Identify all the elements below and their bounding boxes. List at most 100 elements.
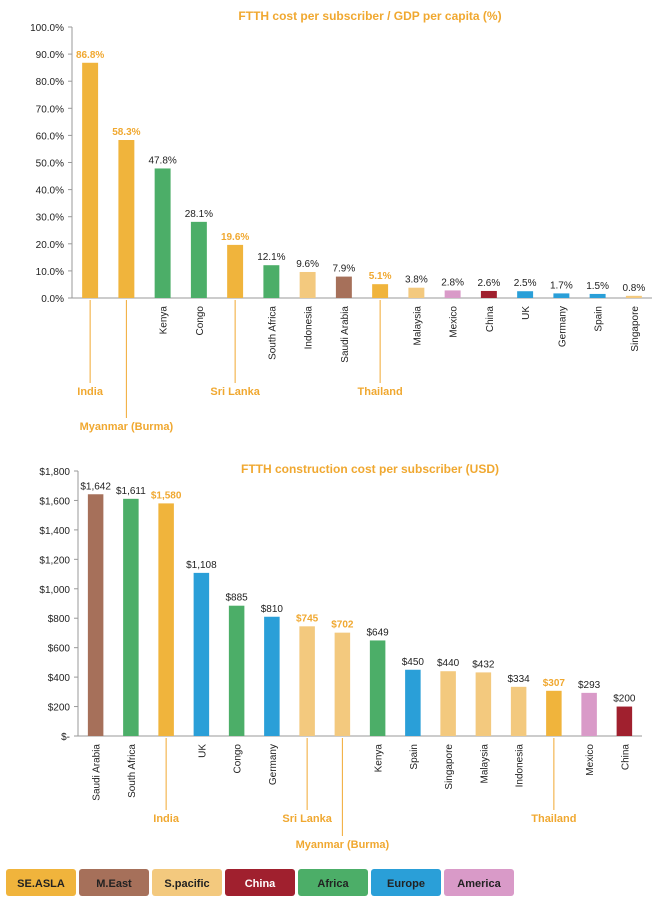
x-tick-label: Germany bbox=[557, 306, 568, 347]
bar bbox=[228, 605, 245, 736]
x-tick-label: India bbox=[77, 386, 104, 398]
value-label: $810 bbox=[261, 604, 284, 615]
x-tick-label: Myanmar (Burma) bbox=[80, 421, 174, 433]
x-tick-label: Singapore bbox=[630, 306, 641, 352]
bar bbox=[408, 287, 425, 298]
y-tick-label: 10.0% bbox=[36, 267, 64, 278]
legend-swatch bbox=[6, 869, 76, 896]
x-tick-label: Germany bbox=[268, 744, 279, 785]
legend-swatch bbox=[444, 869, 514, 896]
x-tick-label: Singapore bbox=[444, 744, 455, 790]
y-tick-label: 40.0% bbox=[36, 186, 64, 197]
chart-title: FTTH construction cost per subscriber (U… bbox=[241, 462, 499, 476]
bar bbox=[372, 284, 389, 298]
x-tick-label: Saudi Arabia bbox=[92, 744, 103, 801]
x-tick-label: Malaysia bbox=[412, 306, 423, 346]
x-tick-label: Sri Lanka bbox=[282, 813, 332, 825]
legend-label: S.pacific bbox=[164, 878, 209, 890]
bar bbox=[480, 290, 497, 298]
y-tick-label: $1,200 bbox=[39, 555, 70, 566]
value-label: $1,642 bbox=[80, 481, 111, 492]
value-label: 86.8% bbox=[76, 50, 104, 61]
bar bbox=[335, 276, 352, 298]
legend-label: M.East bbox=[96, 878, 132, 890]
bar bbox=[123, 498, 139, 736]
value-label: 28.1% bbox=[185, 209, 213, 220]
value-label: $885 bbox=[226, 593, 249, 604]
value-label: 0.8% bbox=[622, 283, 645, 294]
legend-swatch bbox=[298, 869, 368, 896]
y-tick-label: $1,600 bbox=[39, 496, 70, 507]
y-tick-label: $1,400 bbox=[39, 526, 70, 537]
value-label: 58.3% bbox=[112, 127, 140, 138]
x-tick-label: China bbox=[485, 306, 496, 333]
value-label: $1,108 bbox=[186, 560, 217, 571]
x-tick-label: Malaysia bbox=[479, 744, 490, 784]
legend-label: SE.ASLA bbox=[17, 878, 65, 890]
y-tick-label: $600 bbox=[48, 644, 71, 655]
x-tick-label: Myanmar (Burma) bbox=[296, 839, 390, 851]
value-label: 1.5% bbox=[586, 281, 609, 292]
value-label: $293 bbox=[578, 680, 601, 691]
y-tick-label: $400 bbox=[48, 673, 71, 684]
value-label: 19.6% bbox=[221, 232, 249, 243]
bar bbox=[581, 692, 597, 736]
x-tick-label: Kenya bbox=[159, 306, 170, 335]
y-tick-label: $- bbox=[61, 732, 70, 743]
x-tick-label: UK bbox=[521, 306, 532, 320]
value-label: $702 bbox=[331, 620, 354, 631]
bar bbox=[440, 671, 456, 736]
legend-swatch bbox=[225, 869, 295, 896]
value-label: 3.8% bbox=[405, 275, 428, 286]
y-tick-label: 20.0% bbox=[36, 240, 64, 251]
bar bbox=[510, 686, 527, 736]
value-label: $432 bbox=[472, 659, 495, 670]
bar bbox=[299, 626, 315, 736]
x-tick-label: Sri Lanka bbox=[210, 386, 260, 398]
bar bbox=[553, 293, 570, 298]
value-label: $450 bbox=[402, 657, 425, 668]
legend-label: Europe bbox=[387, 878, 425, 890]
bar bbox=[190, 221, 207, 298]
x-tick-label: Thailand bbox=[531, 813, 576, 825]
legend-label: America bbox=[457, 878, 501, 890]
chart-title: FTTH cost per subscriber / GDP per capit… bbox=[238, 9, 501, 23]
bar bbox=[193, 572, 210, 736]
bar bbox=[82, 62, 99, 298]
y-tick-label: 100.0% bbox=[30, 23, 64, 34]
x-tick-label: Thailand bbox=[358, 386, 403, 398]
x-tick-label: Mexico bbox=[585, 744, 596, 776]
bar bbox=[299, 271, 316, 298]
value-label: $440 bbox=[437, 658, 460, 669]
value-label: 2.5% bbox=[514, 278, 537, 289]
legend-swatch bbox=[152, 869, 222, 896]
y-tick-label: 60.0% bbox=[36, 131, 64, 142]
bar bbox=[87, 494, 104, 736]
x-tick-label: India bbox=[153, 813, 180, 825]
y-tick-label: 80.0% bbox=[36, 77, 64, 88]
y-tick-label: 0.0% bbox=[41, 294, 64, 305]
bar bbox=[625, 295, 642, 298]
x-tick-label: Indonesia bbox=[304, 306, 315, 350]
bar bbox=[118, 140, 135, 298]
y-tick-label: $1,800 bbox=[39, 467, 70, 478]
x-tick-label: Mexico bbox=[449, 306, 460, 338]
legend-label: Africa bbox=[317, 878, 349, 890]
x-tick-label: South Africa bbox=[267, 306, 278, 360]
value-label: 2.6% bbox=[477, 278, 500, 289]
y-tick-label: $800 bbox=[48, 614, 71, 625]
value-label: 9.6% bbox=[296, 259, 319, 270]
y-tick-label: 70.0% bbox=[36, 104, 64, 115]
y-tick-label: 30.0% bbox=[36, 213, 64, 224]
bar bbox=[263, 265, 280, 298]
value-label: 12.1% bbox=[257, 252, 285, 263]
x-tick-label: Congo bbox=[233, 744, 244, 774]
y-tick-label: 50.0% bbox=[36, 159, 64, 170]
legend-swatch bbox=[371, 869, 441, 896]
x-tick-label: Congo bbox=[195, 306, 206, 336]
value-label: $334 bbox=[508, 674, 531, 685]
bar bbox=[405, 669, 421, 736]
value-label: $1,611 bbox=[116, 486, 146, 497]
bar bbox=[444, 290, 461, 298]
